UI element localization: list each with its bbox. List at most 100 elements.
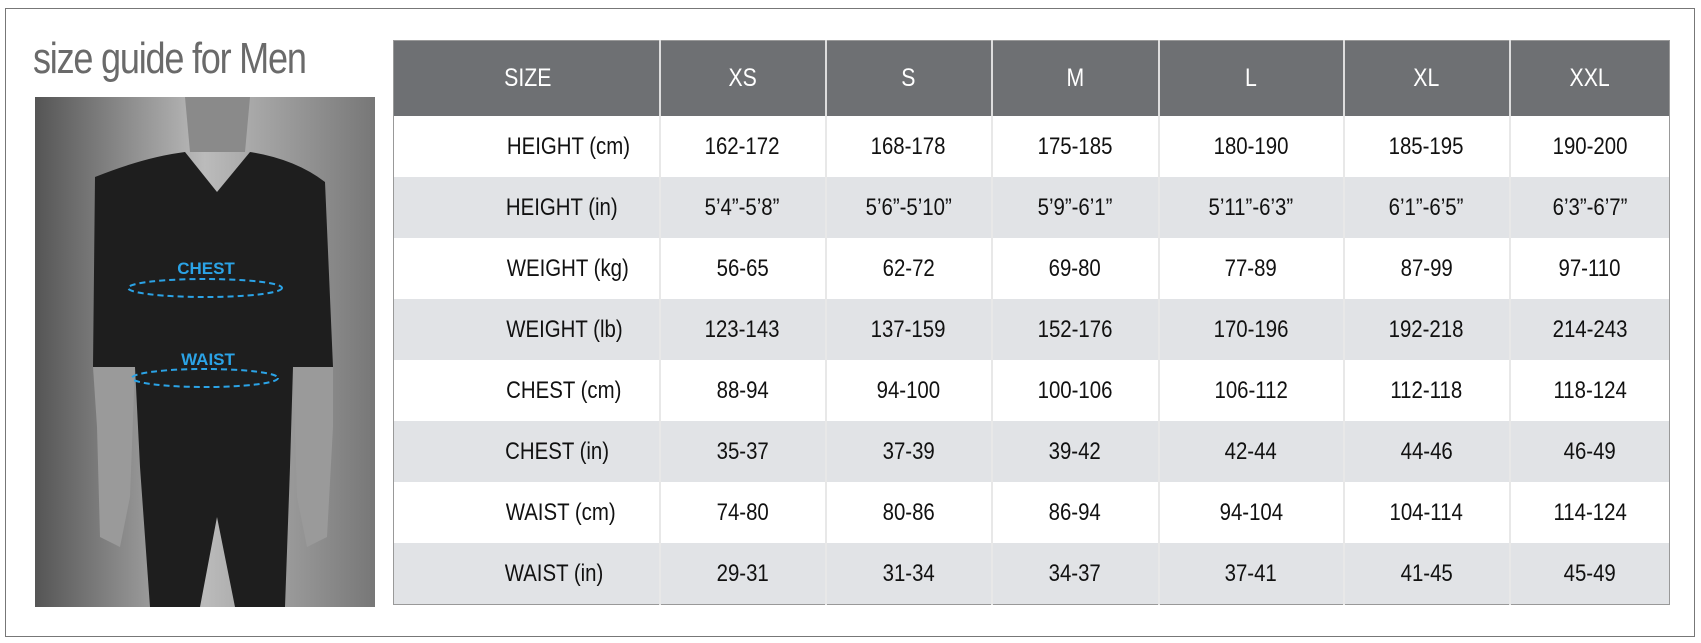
table-row: WEIGHT (lb) 123-143 137-159 152-176 170-196 1… [393, 299, 1670, 360]
value-cell: 41-45 [1342, 543, 1510, 605]
cell-text: SIZE [504, 64, 552, 92]
value-cell: 185-195 [1342, 116, 1510, 177]
cell-text: 168-178 [871, 132, 946, 160]
value-cell: 5’11”-6’3” [1157, 177, 1344, 238]
value-cell: 5’6”-5’10” [824, 177, 992, 238]
cell-text: 45-49 [1563, 559, 1616, 587]
value-cell: 62-72 [824, 238, 992, 299]
cell-text: CHEST (in) [505, 437, 610, 465]
value-cell: 170-196 [1157, 299, 1344, 360]
cell-text: 62-72 [882, 254, 935, 282]
cell-text: 5’4”-5’8” [705, 193, 780, 221]
cell-text: 6’1”-6’5” [1389, 193, 1464, 221]
cell-text: WEIGHT (kg) [506, 254, 629, 282]
cell-text: 118-124 [1553, 376, 1627, 404]
row-label: CHEST (in) [393, 421, 660, 482]
value-cell: 94-104 [1157, 482, 1344, 543]
value-cell: 46-49 [1508, 421, 1670, 482]
value-cell: 106-112 [1157, 360, 1344, 421]
cell-text: 77-89 [1224, 254, 1278, 282]
cell-text: 190-200 [1552, 132, 1628, 160]
cell-text: S [901, 64, 916, 92]
cell-text: 87-99 [1400, 254, 1453, 282]
cell-text: CHEST (cm) [506, 376, 622, 404]
cell-text: 5’6”-5’10” [865, 193, 952, 221]
value-cell: 44-46 [1342, 421, 1510, 482]
value-cell: 74-80 [658, 482, 826, 543]
row-label: HEIGHT (cm) [394, 116, 660, 177]
row-label: WAIST (in) [393, 543, 660, 605]
cell-text: 180-190 [1213, 132, 1289, 160]
value-cell: 31-34 [824, 543, 992, 605]
table-row: CHEST (in) 35-37 37-39 39-42 42-44 44-46 46-49 [393, 421, 1670, 482]
cell-text: 170-196 [1213, 315, 1289, 343]
value-cell: 5’4”-5’8” [658, 177, 826, 238]
cell-text: L [1245, 64, 1257, 92]
value-cell: 35-37 [658, 421, 826, 482]
value-cell: 77-89 [1157, 238, 1344, 299]
value-cell: 5’9”-6’1” [990, 177, 1159, 238]
cell-text: 35-37 [716, 437, 769, 465]
value-cell: 152-176 [990, 299, 1159, 360]
header-row: SIZE XS S M L XL XXL [393, 40, 1670, 116]
value-cell: 42-44 [1157, 421, 1344, 482]
value-cell: 87-99 [1342, 238, 1510, 299]
row-label: CHEST (cm) [394, 360, 660, 421]
value-cell: 137-159 [824, 299, 992, 360]
cell-text: 44-46 [1400, 437, 1453, 465]
value-cell: 168-178 [824, 116, 992, 177]
header-cell: XL [1342, 40, 1510, 116]
value-cell: 29-31 [658, 543, 826, 605]
cell-text: 192-218 [1389, 315, 1464, 343]
header-cell: M [990, 40, 1159, 116]
value-cell: 180-190 [1157, 116, 1344, 177]
cell-text: 100-106 [1037, 376, 1113, 404]
cell-text: 74-80 [716, 498, 769, 526]
chest-label: CHEST [177, 259, 235, 278]
cell-text: 29-31 [716, 559, 769, 587]
value-cell: 192-218 [1342, 299, 1510, 360]
table-row: CHEST (cm) 88-94 94-100 100-106 106-112 112-1… [394, 360, 1670, 421]
header-cell: SIZE [393, 40, 660, 116]
cell-text: 114-124 [1553, 498, 1627, 526]
value-cell: 86-94 [990, 482, 1159, 543]
title: size guide for Men [33, 34, 307, 83]
cell-text: 106-112 [1214, 376, 1288, 404]
cell-text: WAIST (cm) [505, 498, 616, 526]
size-table: SIZE XS S M L XL XXL HEIGHT (cm) 162-172 168-178… [393, 40, 1670, 605]
cell-text: 123-143 [705, 315, 780, 343]
table-row: HEIGHT (cm) 162-172 168-178 175-185 180-190 1… [394, 116, 1670, 177]
cell-text: 56-65 [716, 254, 769, 282]
value-cell: 6’3”-6’7” [1508, 177, 1670, 238]
value-cell: 112-118 [1342, 360, 1510, 421]
waist-label: WAIST [181, 350, 235, 369]
cell-text: 152-176 [1037, 315, 1113, 343]
value-cell: 34-37 [990, 543, 1159, 605]
value-cell: 104-114 [1342, 482, 1510, 543]
cell-text: 5’11”-6’3” [1208, 193, 1294, 221]
cell-text: 41-45 [1400, 559, 1453, 587]
table-row: WAIST (cm) 74-80 80-86 86-94 94-104 104-114 11… [394, 482, 1670, 543]
cell-text: 46-49 [1563, 437, 1616, 465]
cell-text: 69-80 [1048, 254, 1102, 282]
cell-text: 162-172 [705, 132, 780, 160]
cell-text: XL [1413, 64, 1440, 92]
cell-text: 94-104 [1219, 498, 1283, 526]
cell-text: 34-37 [1048, 559, 1102, 587]
value-cell: 37-41 [1157, 543, 1344, 605]
value-cell: 94-100 [824, 360, 992, 421]
cell-text: 175-185 [1037, 132, 1113, 160]
cell-text: 39-42 [1048, 437, 1102, 465]
cell-text: HEIGHT (cm) [506, 132, 631, 160]
value-cell: 114-124 [1508, 482, 1670, 543]
header-cell: XXL [1508, 40, 1670, 116]
cell-text: 5’9”-6’1” [1037, 193, 1113, 221]
row-label: WEIGHT (kg) [394, 238, 660, 299]
value-cell: 190-200 [1508, 116, 1670, 177]
cell-text: XS [728, 64, 757, 92]
value-cell: 162-172 [658, 116, 826, 177]
cell-text: 112-118 [1390, 376, 1463, 404]
row-label: WEIGHT (lb) [393, 299, 660, 360]
cell-text: 185-195 [1389, 132, 1464, 160]
